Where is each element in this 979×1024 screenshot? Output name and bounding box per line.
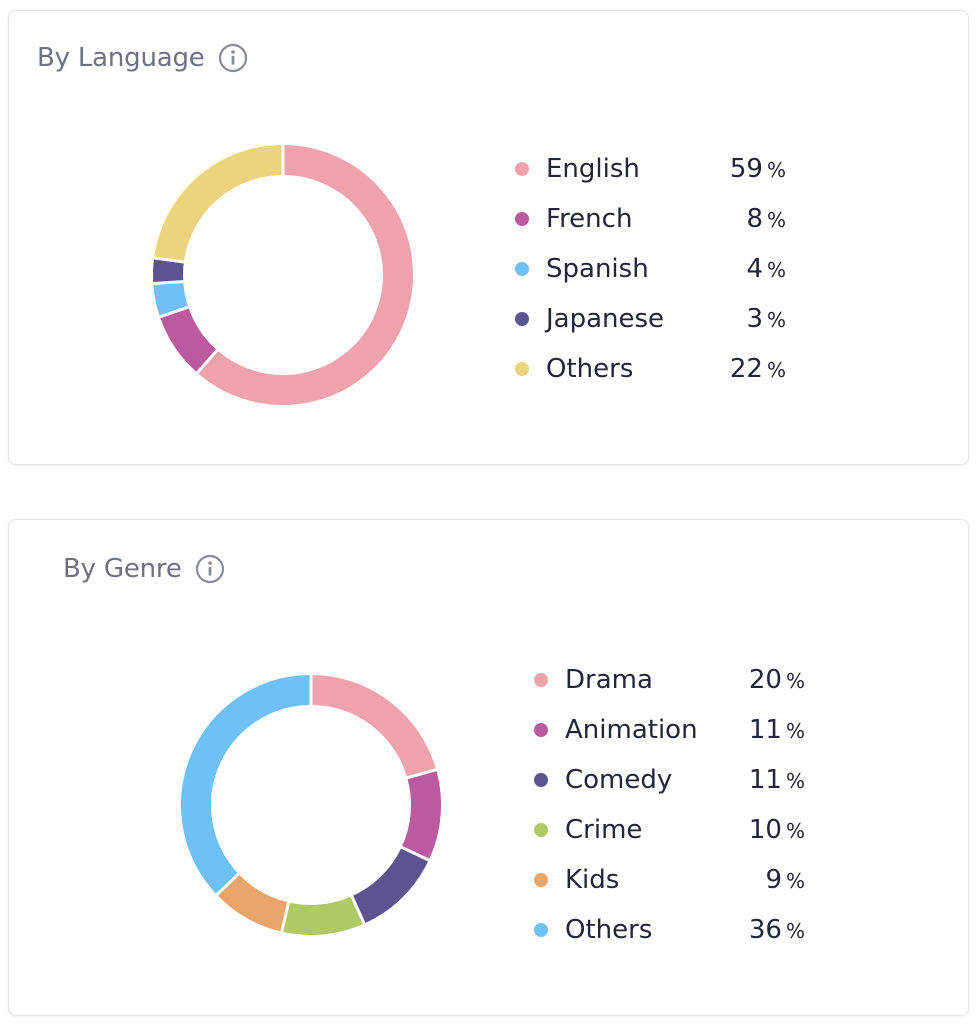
- legend-item[interactable]: French 8%: [515, 194, 786, 244]
- genre-legend: Drama 20% Animation 11% Comedy 11% Crime 10% Kid…: [534, 655, 805, 955]
- donut-slice-others[interactable]: [181, 675, 312, 895]
- donut-slice-comedy[interactable]: [351, 846, 429, 924]
- legend-unit: %: [785, 869, 805, 893]
- legend-unit: %: [785, 769, 805, 793]
- legend-label: English: [546, 154, 640, 184]
- language-chart-card: By Language English 59% French 8% Spanish 4% J…: [8, 10, 969, 465]
- legend-value: 20%: [748, 665, 805, 695]
- legend-value: 11%: [748, 765, 805, 795]
- donut-slice-spanish[interactable]: [153, 281, 189, 317]
- donut-slice-others[interactable]: [154, 145, 284, 263]
- donut-slice-japanese[interactable]: [153, 258, 184, 284]
- slice-separator: [405, 767, 438, 780]
- chart-title: By Genre: [63, 553, 226, 585]
- legend-dot: [534, 873, 548, 887]
- legend-unit: %: [766, 158, 786, 182]
- slice-separator: [350, 894, 366, 926]
- legend-unit: %: [785, 719, 805, 743]
- legend-value: 9%: [765, 865, 805, 895]
- donut-slice-kids[interactable]: [216, 873, 289, 932]
- legend-unit: %: [785, 669, 805, 693]
- legend-dot: [515, 312, 529, 326]
- legend-label: Kids: [565, 865, 620, 895]
- legend-item[interactable]: Animation 11%: [534, 705, 805, 755]
- legend-dot: [534, 923, 548, 937]
- slice-separator: [158, 305, 190, 319]
- donut-slice-crime[interactable]: [281, 896, 365, 935]
- genre-donut-chart: [181, 674, 441, 935]
- legend-item[interactable]: Others 36%: [534, 905, 805, 955]
- legend-dot: [515, 162, 529, 176]
- legend-label: Crime: [565, 815, 643, 845]
- legend-item[interactable]: Kids 9%: [534, 855, 805, 905]
- legend-item[interactable]: Crime 10%: [534, 805, 805, 855]
- legend-label: French: [546, 204, 633, 234]
- chart-title: By Language: [37, 42, 249, 74]
- chart-title-text: By Language: [37, 43, 205, 73]
- legend-item[interactable]: Comedy 11%: [534, 755, 805, 805]
- legend-value: 8%: [746, 204, 786, 234]
- legend-item[interactable]: Japanese 3%: [515, 294, 786, 344]
- slice-separator: [152, 279, 185, 286]
- slice-separator: [152, 256, 186, 264]
- legend-label: Spanish: [546, 254, 649, 284]
- legend-value: 36%: [748, 915, 805, 945]
- info-circle-icon[interactable]: [217, 42, 249, 74]
- legend-dot: [515, 262, 529, 276]
- donut-slice-french[interactable]: [159, 306, 218, 373]
- chart-title-text: By Genre: [63, 554, 182, 584]
- legend-label: Comedy: [565, 765, 673, 795]
- legend-unit: %: [766, 308, 786, 332]
- genre-chart-card: By Genre Drama 20% Animation 11% Comedy 11% Cr…: [8, 519, 969, 1016]
- language-donut-chart: [152, 144, 413, 405]
- legend-item[interactable]: Others 22%: [515, 344, 786, 394]
- legend-label: Japanese: [546, 304, 665, 334]
- legend-value: 59%: [729, 154, 786, 184]
- legend-unit: %: [766, 208, 786, 232]
- language-legend: English 59% French 8% Spanish 4% Japanese 3% Oth…: [515, 144, 786, 394]
- legend-value: 11%: [748, 715, 805, 745]
- legend-item[interactable]: Drama 20%: [534, 655, 805, 705]
- slice-separator: [195, 348, 219, 375]
- legend-label: Others: [546, 354, 634, 384]
- legend-dot: [534, 823, 548, 837]
- legend-item[interactable]: English 59%: [515, 144, 786, 194]
- slice-separator: [400, 845, 431, 862]
- slice-separator: [280, 901, 291, 933]
- legend-dot: [534, 723, 548, 737]
- legend-value: 10%: [748, 815, 805, 845]
- legend-unit: %: [766, 258, 786, 282]
- legend-label: Animation: [565, 715, 698, 745]
- legend-value: 4%: [746, 254, 786, 284]
- legend-dot: [515, 212, 529, 226]
- legend-label: Drama: [565, 665, 653, 695]
- info-circle-icon[interactable]: [194, 553, 226, 585]
- legend-unit: %: [785, 919, 805, 943]
- legend-dot: [534, 673, 548, 687]
- donut-slice-drama[interactable]: [310, 675, 437, 779]
- legend-value: 22%: [729, 354, 786, 384]
- legend-item[interactable]: Spanish 4%: [515, 244, 786, 294]
- legend-label: Others: [565, 915, 653, 945]
- legend-value: 3%: [746, 304, 786, 334]
- legend-unit: %: [785, 819, 805, 843]
- legend-dot: [534, 773, 548, 787]
- slice-separator: [215, 872, 241, 897]
- legend-unit: %: [766, 358, 786, 382]
- donut-slice-english[interactable]: [197, 145, 413, 405]
- legend-dot: [515, 362, 529, 376]
- donut-slice-animation[interactable]: [401, 769, 441, 861]
